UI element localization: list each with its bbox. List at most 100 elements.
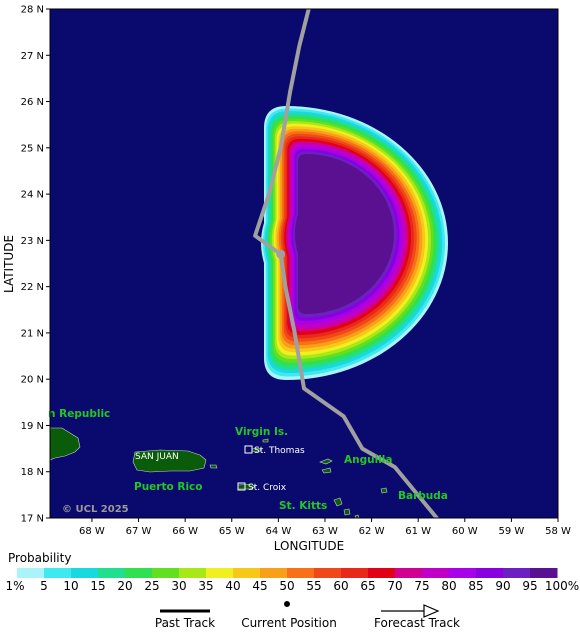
- probability-band: [295, 154, 394, 314]
- current-position-marker: [276, 249, 286, 259]
- scale-swatch: [530, 568, 558, 578]
- past-track-label: Past Track: [154, 616, 216, 630]
- storm-track: [253, 9, 439, 518]
- lat-tick-label: 27 N: [21, 51, 44, 62]
- sandy-islet-land: [262, 438, 269, 443]
- scale-swatch: [368, 568, 396, 578]
- x-axis-title: LONGITUDE: [274, 539, 344, 553]
- lon-tick-label: 60 W: [452, 526, 478, 537]
- label-st-kitts: St. Kitts: [279, 500, 327, 512]
- st-kitts-land: [333, 497, 343, 507]
- scale-swatch: [71, 568, 99, 578]
- scale-label: 45: [252, 579, 268, 593]
- label-st-thomas: St. Thomas: [254, 446, 305, 456]
- scale-label: 70: [387, 579, 403, 593]
- lon-tick-label: 65 W: [219, 526, 245, 537]
- st-martin-land: [321, 467, 332, 474]
- lon-tick-label: 63 W: [312, 526, 338, 537]
- lon-tick-label: 67 W: [126, 526, 152, 537]
- lat-tick-label: 24 N: [21, 190, 44, 201]
- scale-label: 35: [198, 579, 214, 593]
- lat-tick-label: 17 N: [21, 514, 44, 525]
- scale-swatch: [314, 568, 342, 578]
- scale-swatch: [503, 568, 531, 578]
- puerto-rico-land: [132, 449, 207, 473]
- scale-swatch: [260, 568, 288, 578]
- st-croix-marker: [237, 482, 246, 491]
- forecast-track-arrowhead: [423, 604, 440, 618]
- scale-label: 75: [414, 579, 430, 593]
- scale-label: 10: [63, 579, 79, 593]
- lon-tick-label: 62 W: [359, 526, 385, 537]
- label-dominican-republic: n Republic: [48, 408, 110, 420]
- scale-label: 80: [441, 579, 457, 593]
- lon-tick-label: 66 W: [172, 526, 198, 537]
- scale-label: 20: [117, 579, 133, 593]
- y-axis-title: LATITUDE: [2, 235, 16, 293]
- label-st-croix: St. Croix: [248, 483, 287, 493]
- scale-label: 1%: [5, 579, 25, 593]
- lat-tick-label: 25 N: [21, 143, 44, 154]
- scale-swatch: [98, 568, 126, 578]
- lat-tick-label: 20 N: [21, 375, 44, 386]
- scale-swatch: [395, 568, 423, 578]
- nevis-land: [343, 508, 351, 516]
- lat-tick-label: 18 N: [21, 467, 44, 478]
- scale-swatch: [206, 568, 234, 578]
- lon-tick-label: 59 W: [498, 526, 524, 537]
- longitude-ticks: 68 W 67 W 66 W 65 W 64 W 63 W 62 W 61 W 60 W 59 W…: [79, 518, 571, 537]
- anguilla-land: [319, 458, 333, 465]
- scale-label: 90: [495, 579, 511, 593]
- lon-tick-label: 58 W: [545, 526, 571, 537]
- scale-label: 65: [360, 579, 376, 593]
- copyright-label: © UCL 2025: [62, 504, 129, 515]
- scale-swatch: [152, 568, 180, 578]
- scale-label: 100%: [544, 579, 580, 593]
- st-thomas-marker: [244, 445, 253, 454]
- scale-label: 95: [522, 579, 538, 593]
- lon-tick-label: 64 W: [265, 526, 291, 537]
- scale-swatch: [44, 568, 72, 578]
- barbuda-land: [380, 487, 388, 494]
- scale-label: 25: [144, 579, 160, 593]
- scale-swatch: [287, 568, 315, 578]
- legend-title: Probability: [8, 551, 72, 565]
- scale-label: 60: [333, 579, 349, 593]
- scale-label: 40: [225, 579, 241, 593]
- lat-tick-label: 19 N: [21, 421, 44, 432]
- scale-label: 55: [306, 579, 322, 593]
- montserrat-land: [354, 514, 360, 518]
- scale-label: 15: [90, 579, 106, 593]
- scale-label: 5: [40, 579, 48, 593]
- scale-label: 30: [171, 579, 187, 593]
- scale-swatch: [449, 568, 477, 578]
- label-barbuda: Barbuda: [398, 490, 448, 502]
- place-labels: n Republic Virgin Is. St. Thomas SAN JUA…: [48, 408, 448, 515]
- current-position-sample: [284, 601, 290, 607]
- scale-label: 50: [279, 579, 295, 593]
- vieques-land: [209, 464, 218, 469]
- land-layer: [50, 427, 388, 518]
- lat-tick-label: 28 N: [21, 5, 44, 16]
- scale-label: 85: [468, 579, 484, 593]
- forecast-track-label: Forecast Track: [374, 616, 460, 630]
- probability-field: [261, 106, 448, 380]
- scale-swatch: [422, 568, 450, 578]
- latitude-ticks: 28 N 27 N 26 N 25 N 24 N 23 N 22 N 21 N 20 N 19 N…: [21, 5, 50, 525]
- lat-tick-label: 22 N: [21, 282, 44, 293]
- label-san-juan: SAN JUAN: [135, 452, 179, 462]
- lat-tick-label: 21 N: [21, 328, 44, 339]
- label-anguilla: Anguilla: [344, 454, 392, 466]
- hispaniola-land: [50, 427, 81, 461]
- scale-swatch: [341, 568, 369, 578]
- scale-swatch: [233, 568, 261, 578]
- probability-color-scale: [17, 568, 558, 578]
- lon-tick-label: 68 W: [79, 526, 105, 537]
- current-position-label: Current Position: [241, 616, 337, 630]
- scale-swatch: [476, 568, 504, 578]
- lat-tick-label: 26 N: [21, 97, 44, 108]
- label-puerto-rico: Puerto Rico: [134, 481, 202, 493]
- plot-frame: [49, 8, 559, 519]
- lon-tick-label: 61 W: [405, 526, 431, 537]
